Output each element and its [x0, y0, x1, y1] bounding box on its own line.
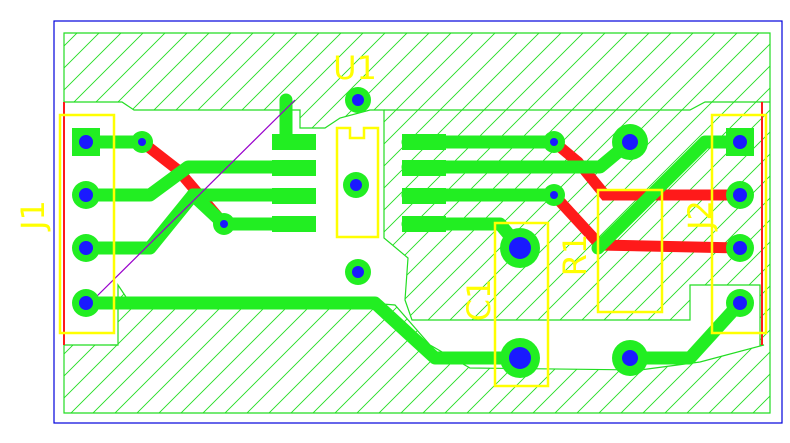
r1-designator: R1	[556, 234, 594, 277]
j1-designator: J1	[14, 200, 52, 232]
silkscreen-outlines	[58, 113, 768, 388]
c1-designator: C1	[460, 279, 498, 322]
j2-designator: J2	[681, 200, 719, 232]
u1-designator: U1	[333, 49, 377, 87]
u1-pads	[272, 134, 446, 232]
pads	[72, 87, 754, 378]
ratsnest-line	[89, 99, 296, 304]
